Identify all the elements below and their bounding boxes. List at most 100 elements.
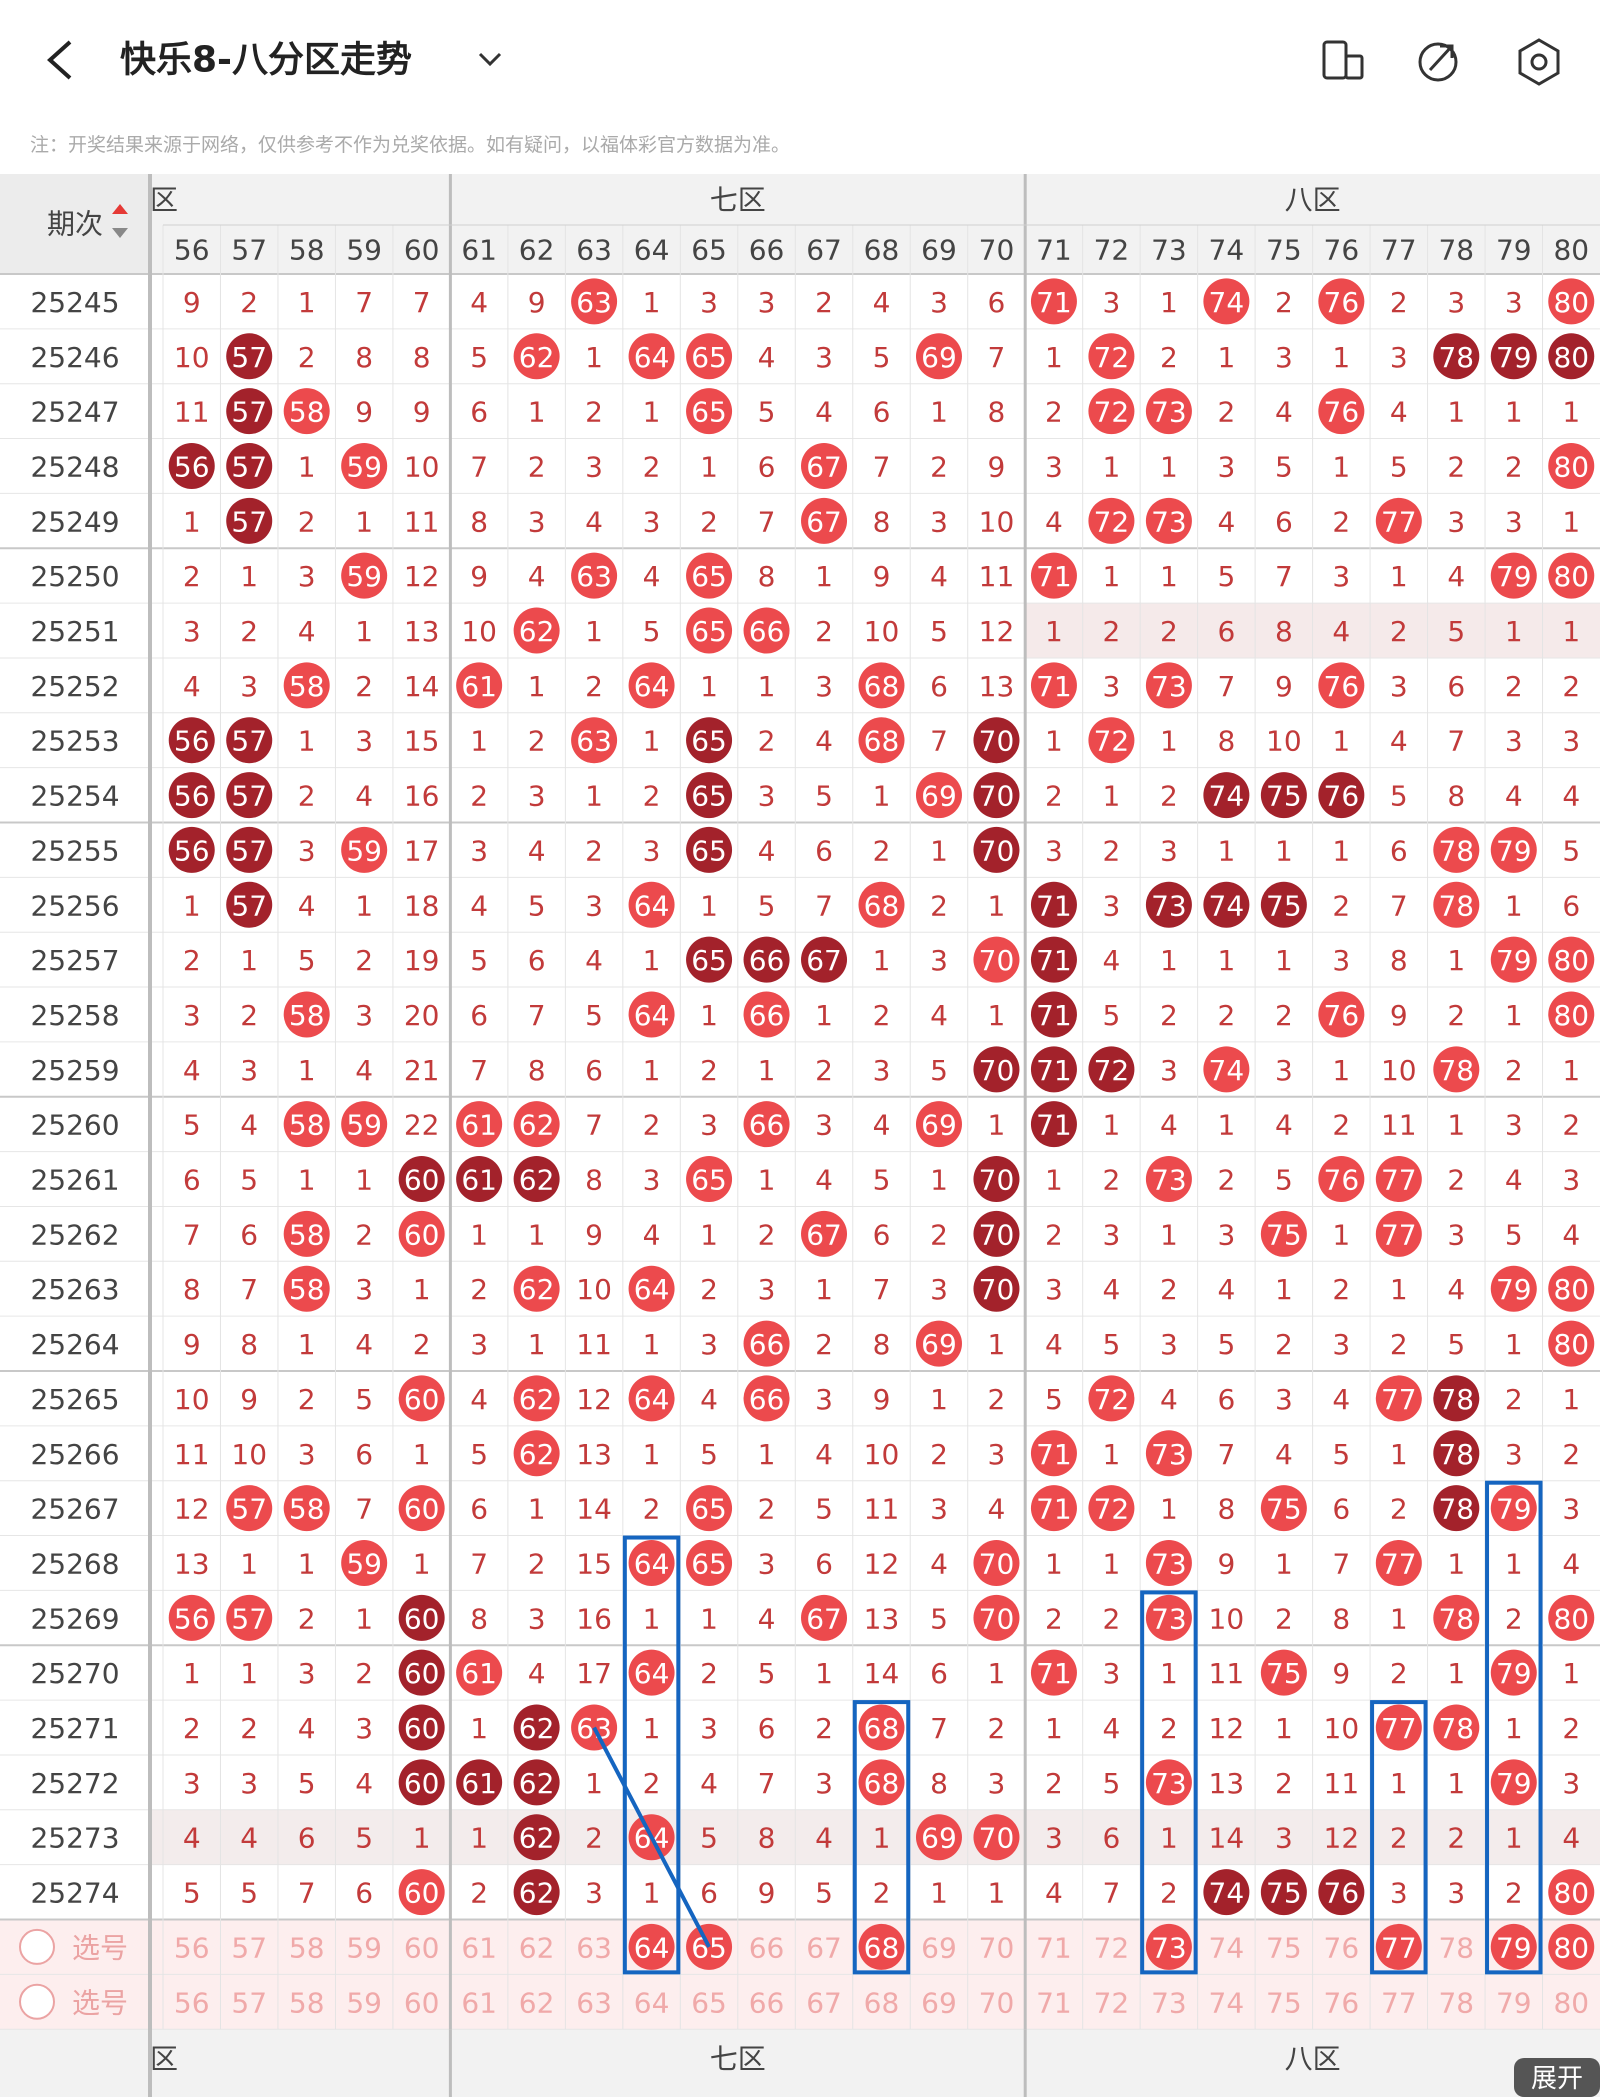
picked-number[interactable]: 68 — [864, 1931, 900, 1964]
select-number[interactable]: 69 — [921, 1986, 957, 2019]
device-icon[interactable] — [1322, 40, 1364, 80]
select-number[interactable]: 66 — [749, 1986, 785, 2019]
select-number[interactable]: 68 — [864, 1986, 900, 2019]
select-number[interactable]: 62 — [519, 1986, 555, 2019]
picked-number[interactable]: 79 — [1496, 1931, 1532, 1964]
picked-ball[interactable] — [1145, 1923, 1192, 1970]
picked-number[interactable]: 73 — [1151, 1931, 1187, 1964]
back-button[interactable] — [47, 40, 72, 80]
select-number[interactable]: 57 — [231, 1986, 267, 2019]
sort-icon[interactable] — [112, 228, 128, 238]
select-number[interactable]: 76 — [1324, 1931, 1360, 1964]
select-number[interactable]: 70 — [979, 1986, 1015, 2019]
select-number[interactable]: 64 — [634, 1986, 670, 2019]
picked-ball[interactable] — [1375, 1923, 1422, 1970]
select-number[interactable]: 74 — [1209, 1931, 1245, 1964]
hit-number: 72 — [1094, 1383, 1130, 1416]
miss-count: 1 — [1505, 1328, 1523, 1361]
select-number[interactable]: 73 — [1151, 1986, 1187, 2019]
hit-number: 62 — [519, 341, 555, 374]
picked-number[interactable]: 77 — [1381, 1931, 1417, 1964]
ball — [628, 1265, 675, 1312]
picked-number[interactable]: 80 — [1553, 1931, 1589, 1964]
select-number[interactable]: 72 — [1094, 1986, 1130, 2019]
select-radio[interactable] — [19, 1928, 55, 1965]
select-number[interactable]: 62 — [519, 1931, 555, 1964]
picked-number[interactable]: 64 — [634, 1931, 670, 1964]
select-number[interactable]: 78 — [1438, 1986, 1474, 2019]
select-number[interactable]: 59 — [346, 1931, 382, 1964]
period: 25264 — [30, 1328, 119, 1361]
select-number[interactable]: 67 — [806, 1986, 842, 2019]
hit-number: 68 — [864, 670, 900, 703]
select-number[interactable]: 67 — [806, 1931, 842, 1964]
miss-count: 2 — [1217, 1164, 1235, 1197]
select-number[interactable]: 59 — [346, 1986, 382, 2019]
miss-count: 3 — [1562, 1767, 1580, 1800]
share-icon[interactable] — [1418, 42, 1458, 82]
miss-count: 1 — [1045, 1547, 1063, 1580]
select-number[interactable]: 56 — [174, 1931, 210, 1964]
picked-number[interactable]: 65 — [691, 1931, 727, 1964]
select-number[interactable]: 77 — [1381, 1986, 1417, 2019]
picked-ball[interactable] — [1490, 1923, 1537, 1970]
select-number[interactable]: 78 — [1438, 1931, 1474, 1964]
select-number[interactable]: 61 — [461, 1986, 497, 2019]
column-number: 70 — [979, 234, 1015, 267]
select-radio[interactable] — [19, 1983, 55, 2020]
title-dropdown[interactable] — [478, 52, 502, 67]
select-number[interactable]: 76 — [1324, 1986, 1360, 2019]
miss-count: 4 — [700, 1383, 718, 1416]
select-number[interactable]: 71 — [1036, 1986, 1072, 2019]
select-label[interactable]: 选号 — [72, 1986, 128, 2019]
column-number: 73 — [1151, 234, 1187, 267]
select-number[interactable]: 71 — [1036, 1931, 1072, 1964]
miss-count: 3 — [183, 615, 201, 648]
miss-count: 5 — [930, 1602, 948, 1635]
period-header[interactable]: 期次 — [47, 208, 103, 241]
miss-count: 1 — [1390, 560, 1408, 593]
select-number[interactable]: 56 — [174, 1986, 210, 2019]
miss-count: 1 — [700, 450, 718, 483]
select-number[interactable]: 79 — [1496, 1986, 1532, 2019]
picked-ball[interactable] — [1548, 1923, 1595, 1970]
select-number[interactable]: 60 — [404, 1931, 440, 1964]
miss-count: 1 — [873, 944, 891, 977]
select-number[interactable]: 61 — [461, 1931, 497, 1964]
select-number[interactable]: 63 — [576, 1931, 612, 1964]
select-number[interactable]: 58 — [289, 1931, 325, 1964]
ball — [973, 1210, 1020, 1257]
select-number[interactable]: 72 — [1094, 1931, 1130, 1964]
select-number[interactable]: 58 — [289, 1986, 325, 2019]
period: 25271 — [30, 1712, 119, 1745]
select-number[interactable]: 66 — [749, 1931, 785, 1964]
hit-number: 67 — [806, 450, 842, 483]
select-number[interactable]: 75 — [1266, 1931, 1302, 1964]
picked-ball[interactable] — [628, 1923, 675, 1970]
period: 25269 — [30, 1602, 119, 1635]
picked-ball[interactable] — [858, 1923, 905, 1970]
miss-count: 3 — [700, 1109, 718, 1142]
hit-number: 71 — [1036, 1109, 1072, 1142]
miss-count: 11 — [864, 1493, 900, 1526]
hit-number: 67 — [806, 1602, 842, 1635]
miss-count: 1 — [1217, 341, 1235, 374]
select-number[interactable]: 60 — [404, 1986, 440, 2019]
settings-icon[interactable] — [1518, 38, 1560, 86]
select-number[interactable]: 57 — [231, 1931, 267, 1964]
select-number[interactable]: 65 — [691, 1986, 727, 2019]
hit-number: 75 — [1266, 1493, 1302, 1526]
select-number[interactable]: 75 — [1266, 1986, 1302, 2019]
select-number[interactable]: 69 — [921, 1931, 957, 1964]
sort-icon[interactable] — [112, 204, 128, 214]
hit-number: 62 — [519, 1273, 555, 1306]
expand-label[interactable]: 展开 — [1531, 2064, 1583, 2094]
expand-button[interactable] — [1514, 2058, 1600, 2097]
select-label[interactable]: 选号 — [72, 1931, 128, 1964]
select-number[interactable]: 74 — [1209, 1986, 1245, 2019]
select-number[interactable]: 63 — [576, 1986, 612, 2019]
select-number[interactable]: 70 — [979, 1931, 1015, 1964]
hit-number: 56 — [174, 725, 210, 758]
select-number[interactable]: 80 — [1553, 1986, 1589, 2019]
miss-count: 1 — [1217, 834, 1235, 867]
